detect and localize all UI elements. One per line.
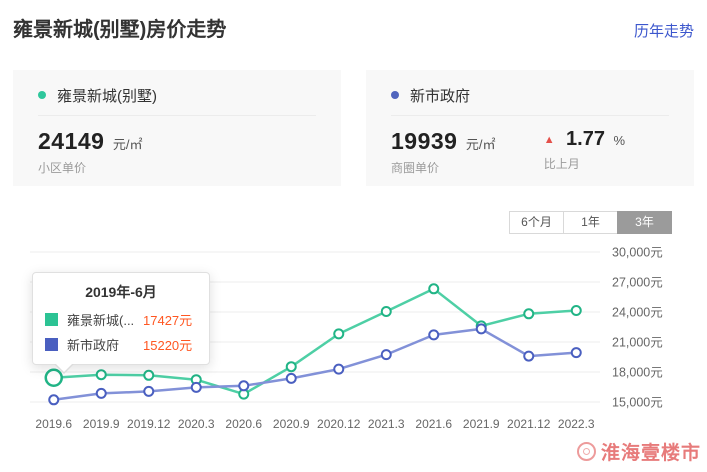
series-line-0 bbox=[52, 287, 578, 396]
community-price-unit: 元/㎡ bbox=[112, 137, 143, 152]
page-title: 雍景新城(别墅)房价走势 bbox=[13, 19, 227, 41]
data-point[interactable] bbox=[143, 369, 155, 381]
district-price-unit: 元/㎡ bbox=[465, 137, 496, 152]
summary-cards: 雍景新城(别墅) 24149 元/㎡ 小区单价 新市政府 19939 元/㎡ bbox=[13, 70, 694, 186]
data-point[interactable] bbox=[285, 361, 297, 373]
community-price-caption: 小区单价 bbox=[38, 161, 87, 175]
y-axis-tick-label: 21,000元 bbox=[612, 336, 663, 350]
district-price-caption: 商圈单价 bbox=[391, 161, 440, 175]
district-price-stat: 19939 元/㎡ 商圈单价 bbox=[391, 128, 496, 176]
district-change-caption: 比上月 bbox=[543, 157, 580, 171]
data-point[interactable] bbox=[380, 349, 392, 361]
x-axis-tick-label: 2021.12 bbox=[507, 417, 551, 431]
data-point[interactable] bbox=[190, 381, 202, 393]
tab-3years[interactable]: 3年 bbox=[617, 211, 672, 234]
data-point[interactable] bbox=[428, 329, 440, 341]
x-axis-tick-label: 2021.9 bbox=[463, 417, 500, 431]
y-axis-tick-label: 27,000元 bbox=[612, 276, 663, 290]
community-price-stat: 24149 元/㎡ 小区单价 bbox=[38, 128, 143, 176]
district-name: 新市政府 bbox=[410, 87, 471, 105]
community-card-header: 雍景新城(别墅) bbox=[38, 83, 316, 107]
district-price: 19939 bbox=[391, 128, 458, 154]
tooltip-title: 2019年-6月 bbox=[85, 284, 157, 300]
data-point[interactable] bbox=[570, 347, 582, 359]
data-point[interactable] bbox=[143, 385, 155, 397]
x-axis-tick-label: 2019.6 bbox=[35, 417, 72, 431]
watermark-logo-icon bbox=[576, 442, 596, 461]
series-swatch-icon bbox=[45, 338, 58, 351]
community-card-body: 24149 元/㎡ 小区单价 bbox=[38, 128, 316, 176]
x-axis-tick-label: 2021.3 bbox=[368, 417, 405, 431]
data-point[interactable] bbox=[48, 394, 60, 406]
page-header: 雍景新城(别墅)房价走势 历年走势 bbox=[0, 0, 707, 43]
y-axis-tick-label: 24,000元 bbox=[612, 306, 663, 320]
tooltip-series-name: 雍景新城(... bbox=[67, 313, 135, 328]
watermark-text: 淮海壹楼市 bbox=[600, 443, 701, 464]
district-change-value: 1.77 bbox=[566, 128, 605, 150]
x-axis-tick-label: 2020.6 bbox=[225, 417, 262, 431]
data-point[interactable] bbox=[285, 372, 297, 384]
district-card-header: 新市政府 bbox=[391, 83, 669, 107]
chart-tooltip: 2019年-6月 雍景新城(... 17427元 新市政府 15220元 bbox=[32, 272, 210, 374]
x-axis-tick-label: 2020.9 bbox=[273, 417, 310, 431]
data-point[interactable] bbox=[95, 387, 107, 399]
district-card: 新市政府 19939 元/㎡ 商圈单价 ▲ 1.77 % 比上月 bbox=[366, 70, 694, 186]
district-dot-icon bbox=[391, 91, 399, 99]
district-change-unit: % bbox=[613, 133, 625, 148]
card-divider bbox=[391, 115, 669, 116]
watermark: 淮海壹楼市 bbox=[576, 438, 701, 465]
range-tabs: 6个月 1年 3年 bbox=[0, 211, 672, 234]
data-point[interactable] bbox=[333, 363, 345, 375]
data-point[interactable] bbox=[95, 369, 107, 381]
x-axis-tick-label: 2022.3 bbox=[558, 417, 595, 431]
community-dot-icon bbox=[38, 91, 46, 99]
history-trend-link[interactable]: 历年走势 bbox=[633, 22, 694, 40]
series-swatch-icon bbox=[45, 313, 58, 326]
tooltip-series-name: 新市政府 bbox=[67, 338, 120, 353]
data-point[interactable] bbox=[238, 380, 250, 392]
x-axis-tick-label: 2019.9 bbox=[83, 417, 120, 431]
data-point[interactable] bbox=[380, 306, 392, 317]
community-name: 雍景新城(别墅) bbox=[57, 87, 157, 105]
tooltip-row: 新市政府 15220元 bbox=[45, 335, 197, 354]
series-line-1 bbox=[52, 327, 578, 402]
tooltip-row: 雍景新城(... 17427元 bbox=[45, 310, 197, 329]
y-axis-tick-label: 15,000元 bbox=[612, 396, 663, 410]
data-point[interactable] bbox=[428, 283, 440, 295]
community-card: 雍景新城(别墅) 24149 元/㎡ 小区单价 bbox=[13, 70, 341, 186]
tab-1year[interactable]: 1年 bbox=[563, 211, 618, 234]
tooltip-series-value: 17427元 bbox=[143, 313, 193, 328]
community-price: 24149 bbox=[38, 128, 105, 154]
x-axis-tick-label: 2020.3 bbox=[178, 417, 215, 431]
price-trend-chart[interactable]: 30,000元 27,000元 24,000元 21,000元 18,000元 15,00… bbox=[0, 239, 707, 471]
data-point[interactable] bbox=[333, 328, 345, 340]
district-card-body: 19939 元/㎡ 商圈单价 ▲ 1.77 % 比上月 bbox=[391, 128, 669, 176]
data-point[interactable] bbox=[475, 323, 487, 335]
data-point[interactable] bbox=[570, 305, 582, 317]
tab-6months[interactable]: 6个月 bbox=[509, 211, 564, 234]
x-axis-tick-label: 2021.6 bbox=[415, 417, 452, 431]
y-axis-tick-label: 18,000元 bbox=[612, 366, 663, 380]
y-axis-tick-label: 30,000元 bbox=[612, 246, 663, 260]
x-axis-tick-label: 2020.12 bbox=[317, 417, 361, 431]
card-divider bbox=[38, 115, 316, 116]
x-axis-tick-label: 2019.12 bbox=[127, 417, 171, 431]
data-point[interactable] bbox=[523, 308, 535, 320]
tooltip-series-value: 15220元 bbox=[143, 338, 193, 353]
district-change-stat: ▲ 1.77 % 比上月 bbox=[544, 128, 625, 176]
data-point[interactable] bbox=[523, 350, 535, 362]
up-triangle-icon: ▲ bbox=[543, 134, 555, 146]
